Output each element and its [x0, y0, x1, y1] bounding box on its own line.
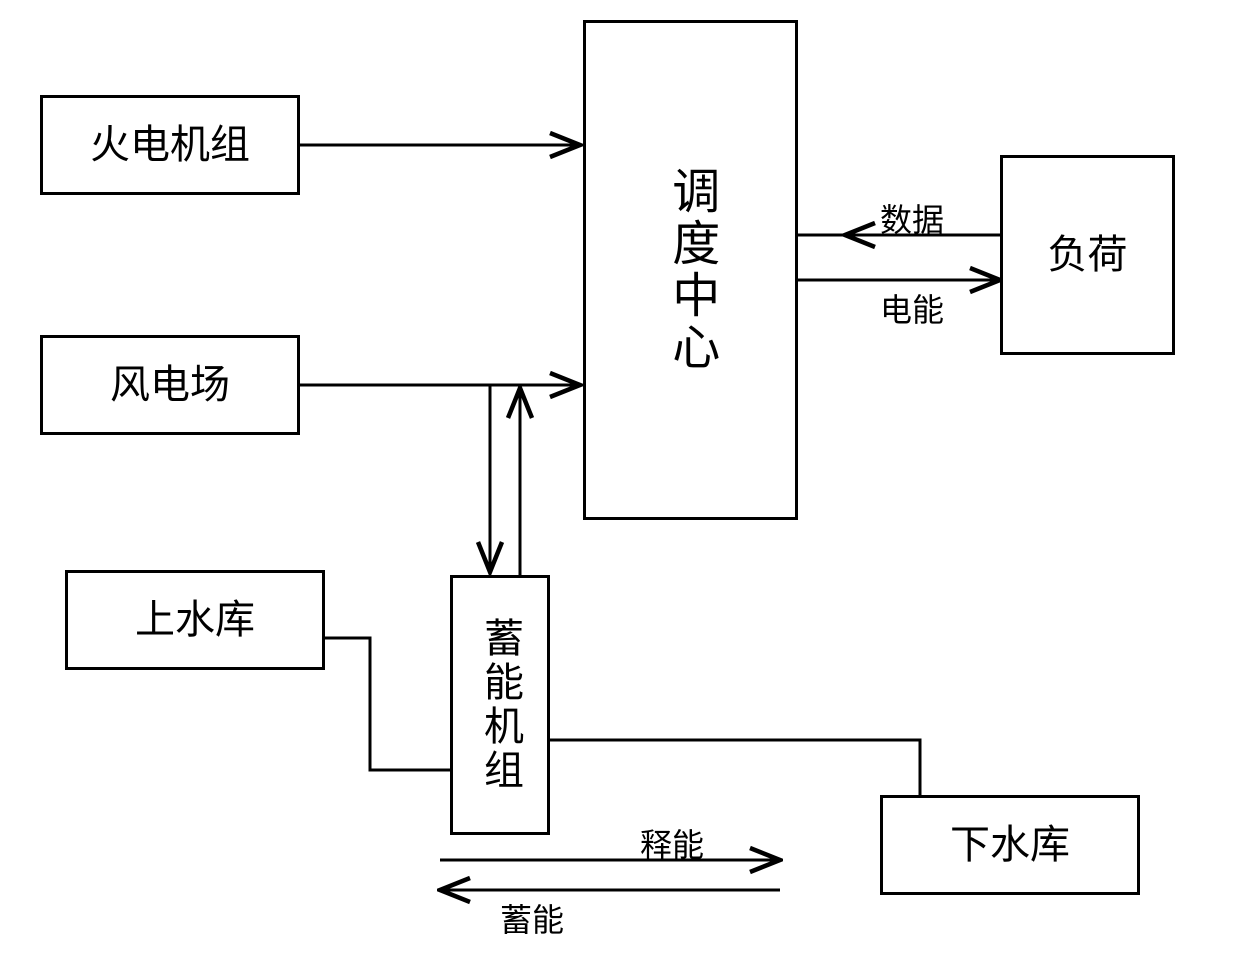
dispatch-center-label: 调度中心: [662, 166, 720, 374]
thermal-unit-box: 火电机组: [40, 95, 300, 195]
store-label: 蓄能: [500, 895, 564, 941]
load-box: 负荷: [1000, 155, 1175, 355]
release-label: 释能: [640, 820, 704, 866]
thermal-unit-label: 火电机组: [90, 121, 250, 169]
load-label: 负荷: [1048, 231, 1128, 279]
wind-farm-box: 风电场: [40, 335, 300, 435]
lower-reservoir-label: 下水库: [950, 821, 1070, 869]
storage-unit-box: 蓄能机组: [450, 575, 550, 835]
wind-farm-label: 风电场: [110, 361, 230, 409]
storage-unit-label: 蓄能机组: [476, 617, 524, 793]
data-label: 数据: [880, 195, 944, 241]
upper-reservoir-label: 上水库: [135, 596, 255, 644]
upper-reservoir-box: 上水库: [65, 570, 325, 670]
lower-reservoir-box: 下水库: [880, 795, 1140, 895]
power-label: 电能: [880, 285, 944, 331]
dispatch-center-box: 调度中心: [583, 20, 798, 520]
edge-upper-storage: [325, 638, 450, 770]
edge-storage-lower: [550, 740, 920, 795]
